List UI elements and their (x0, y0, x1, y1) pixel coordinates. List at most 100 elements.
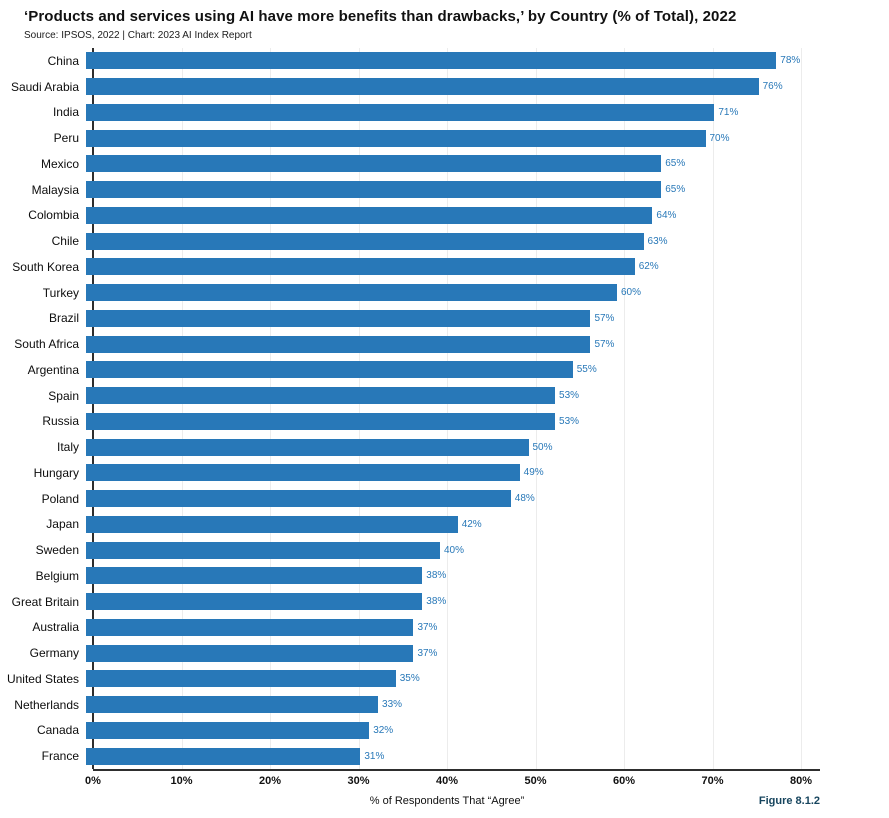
value-label: 57% (594, 312, 615, 324)
bar-row: South Africa 57% (0, 331, 889, 357)
country-label: Chile (51, 234, 79, 249)
country-label: Malaysia (31, 182, 79, 197)
country-label: South Africa (14, 337, 79, 352)
country-label: China (47, 53, 79, 68)
bar (86, 387, 556, 405)
country-label: Saudi Arabia (10, 79, 79, 94)
country-label: Japan (46, 517, 79, 532)
bar-row: Belgium 38% (0, 563, 889, 589)
country-label: South Korea (12, 259, 79, 274)
value-label: 35% (399, 673, 420, 685)
country-label: India (52, 105, 79, 120)
bar (86, 644, 414, 662)
source-line: Source: IPSOS, 2022 | Chart: 2023 AI Ind… (24, 30, 252, 41)
bar (86, 438, 529, 456)
figure-label: Figure 8.1.2 (758, 795, 820, 807)
bar-row: Netherlands 33% (0, 692, 889, 718)
bar (86, 52, 777, 70)
value-label: 62% (638, 261, 659, 273)
gridline (270, 48, 271, 769)
gridline (358, 48, 360, 769)
bar (86, 155, 662, 173)
value-label: 37% (417, 621, 438, 633)
bar (86, 464, 520, 482)
bar (86, 129, 706, 147)
country-label: Netherlands (14, 697, 79, 712)
bar-row: South Korea 62% (0, 254, 889, 280)
value-label: 60% (621, 287, 642, 299)
bar (86, 78, 759, 96)
x-tick-label: 0% (85, 775, 101, 787)
bar (86, 309, 591, 327)
gridline (181, 48, 183, 769)
x-axis-line (93, 769, 820, 771)
bar-row: Sweden 40% (0, 537, 889, 563)
bar (86, 696, 379, 714)
value-label: 37% (417, 647, 438, 659)
value-label: 32% (373, 724, 394, 736)
bar (86, 232, 644, 250)
bar-row: China 78% (0, 48, 889, 74)
x-tick-label: 40% (435, 775, 459, 787)
bar-row: Argentina 55% (0, 357, 889, 383)
bar-row: Poland 48% (0, 486, 889, 512)
country-label: United States (6, 671, 79, 686)
country-label: Italy (56, 440, 79, 455)
bar-row: United States 35% (0, 666, 889, 692)
value-label: 38% (426, 570, 447, 582)
bar (86, 181, 662, 199)
bar (86, 670, 396, 688)
bar-row: Great Britain 38% (0, 589, 889, 615)
value-label: 63% (647, 235, 668, 247)
bar (86, 284, 617, 302)
value-label: 53% (559, 390, 580, 402)
value-label: 70% (709, 132, 730, 144)
value-label: 53% (559, 415, 580, 427)
value-label: 48% (514, 493, 535, 505)
country-label: Poland (41, 491, 79, 506)
country-label: Peru (53, 131, 79, 146)
bar-row: Malaysia 65% (0, 177, 889, 203)
country-label: Hungary (33, 465, 79, 480)
value-label: 55% (576, 364, 597, 376)
country-label: Spain (48, 388, 79, 403)
value-label: 38% (426, 596, 447, 608)
bar-row: India 71% (0, 100, 889, 126)
chart-title: ‘Products and services using AI have mor… (24, 8, 737, 25)
country-label: Turkey (42, 285, 79, 300)
bar-row: Saudi Arabia 76% (0, 74, 889, 100)
bar (86, 206, 653, 224)
x-tick-label: 30% (347, 775, 370, 787)
value-label: 76% (762, 81, 783, 93)
bar (86, 361, 573, 379)
country-label: Germany (29, 646, 79, 661)
country-label: Sweden (35, 543, 79, 558)
x-tick-label: 80% (789, 775, 813, 787)
gridline (447, 48, 448, 769)
bar-row: Chile 63% (0, 228, 889, 254)
bar (86, 258, 635, 276)
bar (86, 593, 423, 611)
value-label: 57% (594, 338, 615, 350)
bar-row: France 31% (0, 743, 889, 769)
bar-row: Canada 32% (0, 718, 889, 744)
x-tick-label: 20% (258, 775, 282, 787)
value-label: 64% (656, 209, 677, 221)
bar (86, 721, 370, 739)
bar (86, 515, 458, 533)
y-axis-line (92, 48, 94, 769)
bar-row: Hungary 49% (0, 460, 889, 486)
bar (86, 567, 423, 585)
bar-row: Spain 53% (0, 383, 889, 409)
value-label: 65% (665, 184, 686, 196)
x-axis-title: % of Respondents That “Agree” (369, 795, 525, 807)
gridline (801, 48, 802, 769)
gridline (712, 48, 714, 769)
gridline (535, 48, 537, 769)
bar (86, 412, 556, 430)
value-label: 49% (523, 467, 544, 479)
value-label: 31% (364, 750, 385, 762)
x-axis-ticks: 0% 10% 20% 30% 40% 50% 60% 70% 80% (85, 775, 820, 792)
value-label: 71% (718, 106, 739, 118)
x-tick-label: 50% (524, 775, 547, 787)
